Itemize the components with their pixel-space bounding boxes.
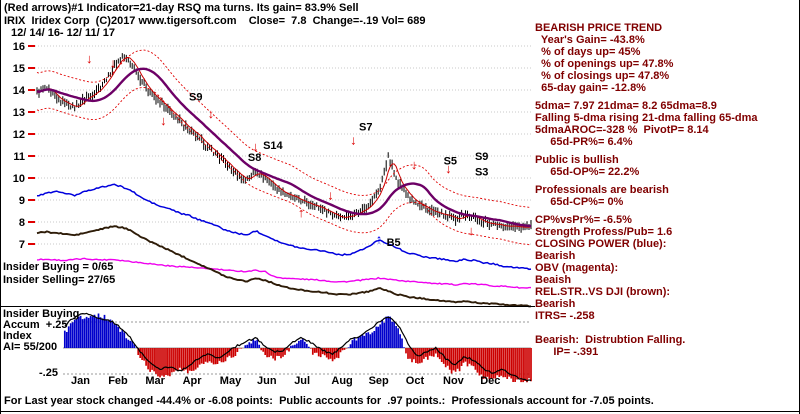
price-tick-label: 7 — [19, 239, 25, 251]
accum-pane-title-1: Insider Buying — [3, 308, 80, 320]
accum-index-line — [64, 312, 532, 382]
month-label: Oct — [406, 375, 425, 387]
ma21-line — [36, 67, 531, 228]
signal-label-s7: S7 — [359, 121, 372, 133]
sell-arrow-icon: ↑ — [298, 205, 305, 220]
accum-pane-title-2: Accum +.25 — [3, 319, 68, 331]
month-label: Jun — [257, 375, 277, 387]
rel-str-vs-dji-line — [36, 225, 532, 308]
stat-line: BEARISH PRICE TREND — [535, 22, 663, 34]
signal-label-s8: S8 — [248, 152, 261, 164]
month-label: Mar — [145, 375, 165, 387]
stat-line: 65d-OP%= 22.2% — [535, 166, 640, 178]
insider-selling-count: Insider Selling= 27/65 — [3, 274, 116, 286]
summary-footer: For Last year stock changed -44.4% or -6… — [4, 395, 654, 407]
sell-arrow-icon: ↓ — [160, 113, 167, 128]
stat-line: 65d-PR%= 6.4% — [535, 136, 633, 148]
month-label: Dec — [480, 375, 500, 387]
obv-line — [36, 257, 531, 289]
stat-line: ITRS= -.258 — [535, 310, 595, 322]
month-label: Jul — [294, 375, 310, 387]
month-label: Nov — [443, 375, 465, 387]
stat-line: Beaish — [535, 274, 572, 286]
stat-line: REL.STR..VS DJI (brown): — [535, 286, 671, 298]
month-label: Sep — [369, 375, 389, 387]
neg-scale-label: -.25 — [39, 367, 58, 379]
sell-arrow-icon: ↓ — [411, 157, 418, 172]
price-tick-label: 13 — [13, 107, 25, 119]
signal-label-s14: S14 — [263, 140, 283, 152]
stat-line: OBV (magenta): — [535, 262, 619, 274]
signal-label-b5: B5 — [387, 237, 401, 249]
sell-arrow-icon: ↓ — [208, 106, 215, 121]
signal-label-s5: S5 — [444, 155, 457, 167]
price-tick-label: 9 — [19, 195, 25, 207]
daily-price-bars — [36, 53, 532, 233]
price-tick-label: 10 — [13, 173, 25, 185]
stat-line: Strength Profess/Pub= 1.6 — [535, 226, 673, 238]
upper-band-line — [36, 49, 531, 208]
price-axis: 16 15 14 13 12 11 10 9 8 7 — [13, 41, 531, 251]
date-range: 12/ 14/ 16- 12/ 11/ 17 — [11, 27, 115, 39]
stat-line: IP= -.391 — [535, 346, 599, 358]
bottom-divider — [1, 411, 800, 412]
sell-arrow-icon: ↓ — [327, 188, 334, 203]
price-tick-label: 15 — [13, 63, 25, 75]
month-label: Jan — [71, 375, 90, 387]
closing-power-line — [36, 183, 532, 271]
month-labels: Jan Feb Mar Apr May Jun Jul Aug Sep Oct Nov Dec — [71, 375, 500, 387]
month-label: Feb — [108, 375, 128, 387]
sell-arrow-icon: ↓ — [110, 56, 117, 71]
price-tick-label: 11 — [13, 151, 25, 163]
month-label: Apr — [183, 375, 203, 387]
stat-line: Bearish — [535, 298, 576, 310]
stat-line: CLOSING POWER (blue): — [535, 238, 667, 250]
stat-line: Falling 5-dma rising 21-dma falling 65-d… — [535, 112, 758, 124]
stat-line: % of closings up= 47.8% — [535, 70, 670, 82]
sell-arrow-icon: ↓ — [252, 139, 259, 154]
signal-arrows: ↓ ↓ ↓ ↓ ↓ ↓ ↓ ↓ ↓ ↓ ↑ ↑ — [86, 51, 474, 246]
sell-arrow-icon: ↓ — [86, 51, 93, 66]
signal-label-s3: S3 — [475, 166, 488, 178]
price-tick-label: 12 — [13, 129, 25, 141]
stat-line: Year's Gain= -43.8% — [535, 34, 645, 46]
stat-line: % of openings up= 47.8% — [535, 58, 674, 70]
stat-line: 5dma= 7.97 21dma= 8.2 65dma=8.9 — [535, 100, 717, 112]
signal-label-s9: S9 — [475, 151, 488, 163]
accum-histogram-positive — [63, 313, 405, 348]
price-tick-label: 14 — [13, 85, 26, 97]
stat-line: Bearish — [535, 250, 576, 262]
stat-line: CP%vsPr%= -6.5% — [535, 214, 632, 226]
stat-line: Bearish: Distrubtion Falling. — [535, 334, 686, 346]
sell-arrow-icon: ↓ — [445, 161, 452, 176]
price-tick-label: 16 — [13, 41, 25, 53]
stat-line: Professionals are bearish — [535, 184, 669, 196]
insider-buying-count: Insider Buying = 0/65 — [3, 261, 114, 273]
month-label: Aug — [331, 375, 352, 387]
month-label: May — [220, 375, 242, 387]
stat-line: 65-day gain= -12.8% — [535, 82, 646, 94]
signal-label-s9: S9 — [189, 92, 202, 104]
price-tick-label: 8 — [19, 217, 25, 229]
stat-line: % of days up= 45% — [535, 46, 641, 58]
buy-arrow-icon: ↑ — [376, 232, 383, 247]
sell-arrow-icon: ↓ — [350, 133, 357, 148]
ticker-header: IRIX Iridex Corp (C)2017 www.tigersoft.c… — [4, 15, 426, 27]
stat-line: 65d-CP%= 0% — [535, 196, 624, 208]
stat-line: 5dmaAROC=-328 % PivotP= 8.14 — [535, 124, 709, 136]
accum-pane-title-3: Index — [3, 330, 32, 342]
stats-panel: BEARISH PRICE TREND Year's Gain= -43.8% … — [535, 22, 799, 358]
accum-index-value: AI= 55/200 — [3, 341, 58, 353]
ma5-line — [36, 56, 532, 228]
stat-line: Public is bullish — [535, 154, 619, 166]
indicator-header: (Red arrows)#1 Indicator=21-day RSQ ma t… — [4, 2, 359, 14]
sell-arrow-icon: ↓ — [468, 223, 475, 238]
